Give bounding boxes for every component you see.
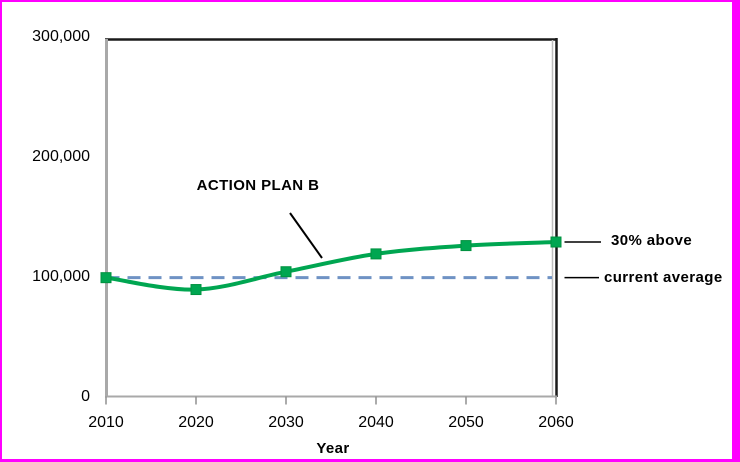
x-axis-title: Year bbox=[316, 440, 350, 457]
annotation-current-average: current average bbox=[604, 269, 723, 286]
series-line-action-plan-b bbox=[104, 240, 558, 292]
x-tick-2010: 2010 bbox=[88, 414, 124, 431]
x-tick-2030: 2030 bbox=[268, 414, 304, 431]
data-point-marker bbox=[460, 240, 472, 252]
data-point-marker bbox=[100, 272, 112, 284]
y-tick-200000: 200,000 bbox=[32, 148, 90, 165]
x-tick-2040: 2040 bbox=[358, 414, 394, 431]
data-point-marker bbox=[550, 236, 562, 248]
data-point-marker bbox=[370, 248, 382, 260]
x-tick-2050: 2050 bbox=[448, 414, 484, 431]
y-tick-100000: 100,000 bbox=[32, 268, 90, 285]
y-tick-0: 0 bbox=[81, 388, 90, 405]
annotation-action-plan-b: ACTION PLAN B bbox=[196, 177, 320, 194]
annotation-leader-line bbox=[289, 212, 323, 259]
data-point-marker bbox=[280, 266, 292, 278]
y-tick-300000: 300,000 bbox=[32, 28, 90, 45]
x-tick-2020: 2020 bbox=[178, 414, 214, 431]
x-axis-ticks bbox=[105, 396, 557, 405]
annotation-30-percent-above: 30% above bbox=[611, 232, 693, 249]
series-markers bbox=[100, 236, 562, 296]
data-point-marker bbox=[190, 284, 202, 296]
x-tick-2060: 2060 bbox=[538, 414, 574, 431]
